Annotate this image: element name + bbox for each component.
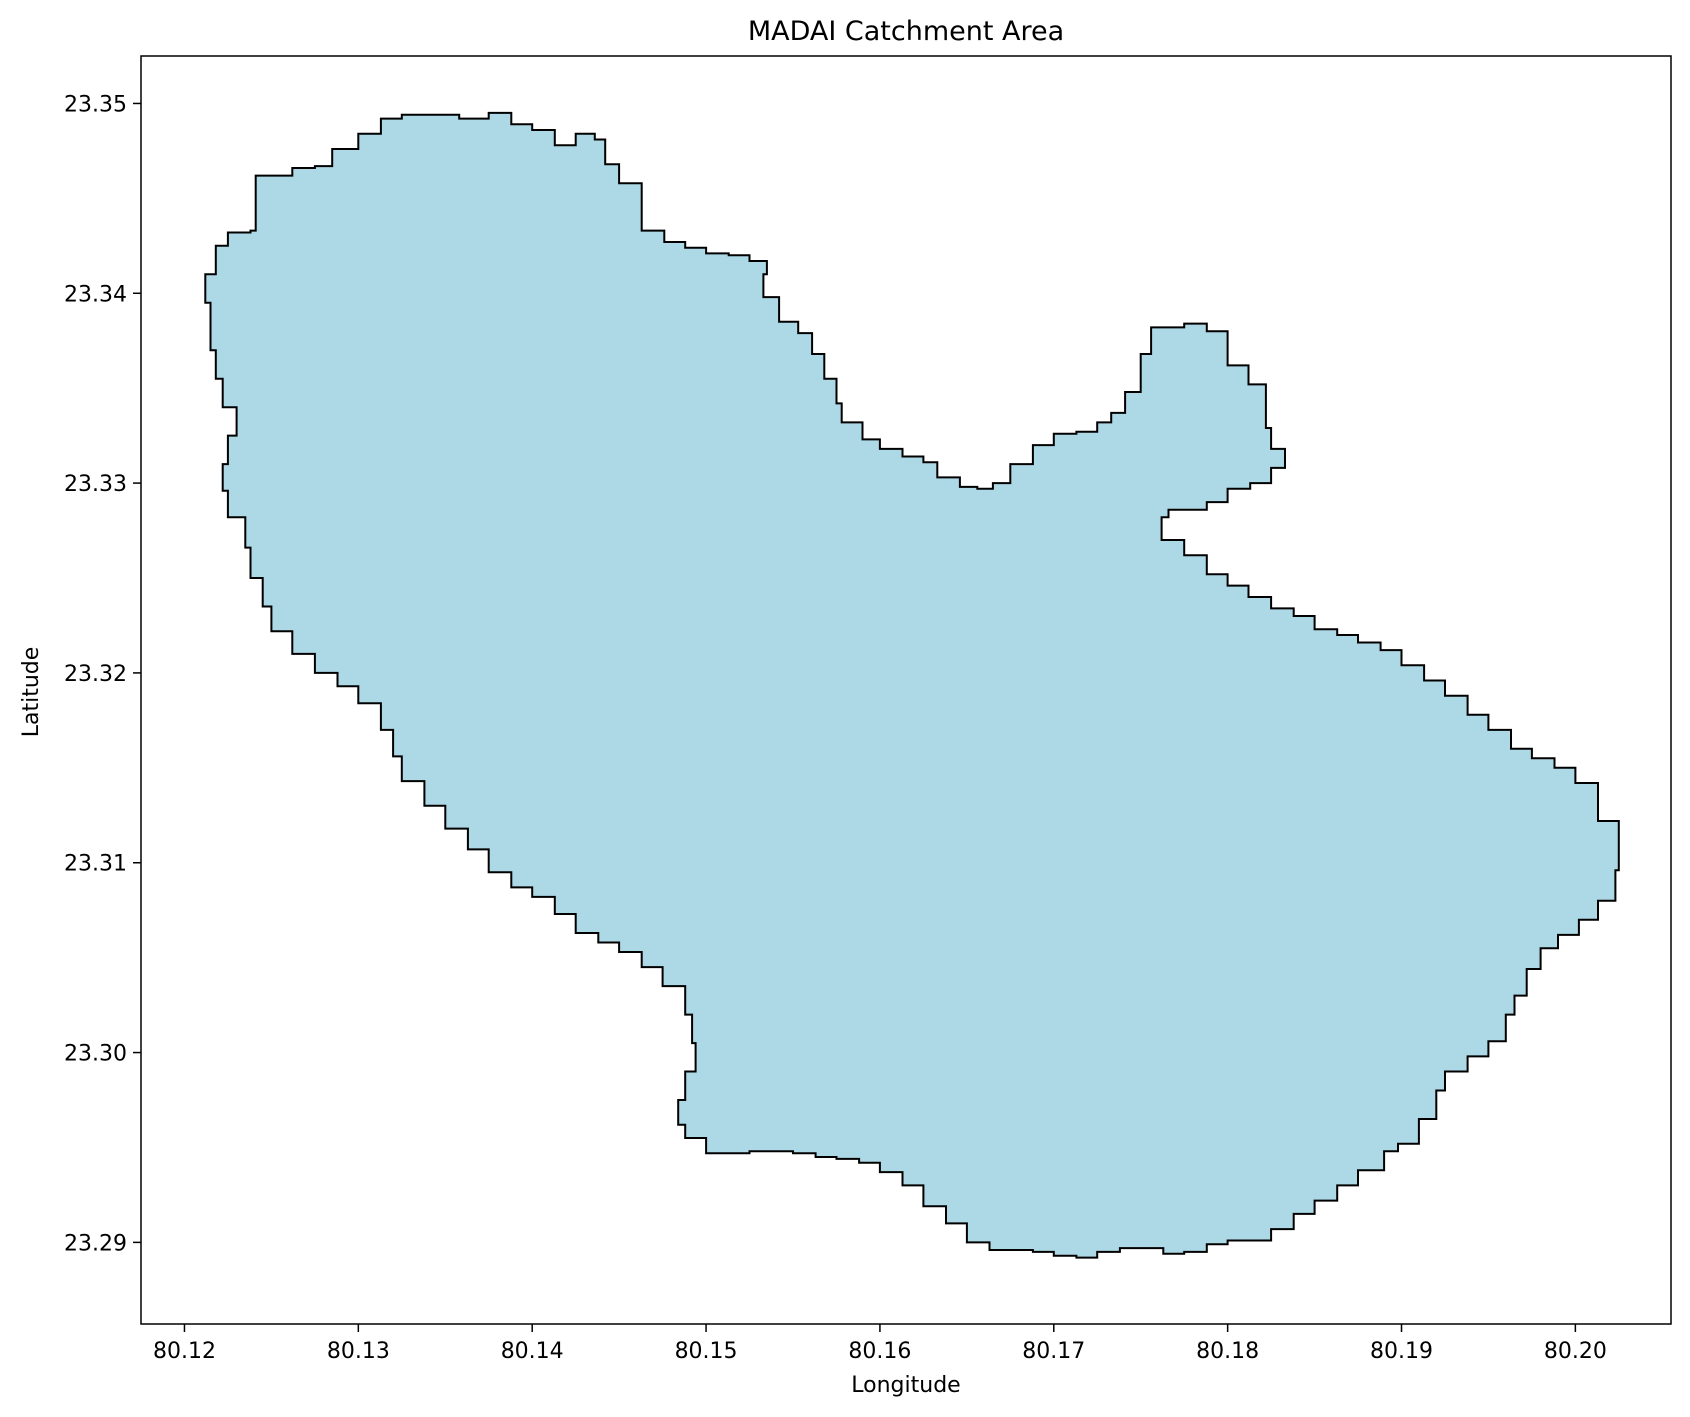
catchment-polygon	[204, 111, 1620, 1259]
y-tick-label: 23.33	[64, 472, 127, 497]
y-tick-label: 23.30	[64, 1042, 127, 1067]
axes-frame	[140, 55, 1672, 1325]
y-tick-label: 23.29	[64, 1231, 127, 1256]
plot-area	[140, 55, 1672, 1325]
y-tick-label: 23.35	[64, 92, 127, 117]
x-tick-label: 80.14	[501, 1339, 564, 1364]
y-tick-label: 23.34	[64, 282, 127, 307]
x-tick-label: 80.12	[153, 1339, 216, 1364]
x-tick-label: 80.15	[675, 1339, 738, 1364]
y-tick-label: 23.31	[64, 852, 127, 877]
x-axis-label: Longitude	[851, 1373, 960, 1398]
y-axis: 23.29 23.30 23.31 23.32 23.33 23.34 23.35	[64, 92, 141, 1256]
y-tick-label: 23.32	[64, 662, 127, 687]
x-axis: 80.12 80.13 80.14 80.15 80.16 80.17 80.18 80.19…	[153, 1324, 1607, 1364]
x-tick-label: 80.13	[327, 1339, 390, 1364]
x-tick-label: 80.20	[1544, 1339, 1607, 1364]
x-tick-label: 80.18	[1196, 1339, 1259, 1364]
x-tick-label: 80.17	[1022, 1339, 1085, 1364]
x-tick-label: 80.19	[1370, 1339, 1433, 1364]
x-tick-label: 80.16	[848, 1339, 911, 1364]
chart-title: MADAI Catchment Area	[748, 16, 1064, 47]
y-axis-label: Latitude	[19, 647, 44, 738]
